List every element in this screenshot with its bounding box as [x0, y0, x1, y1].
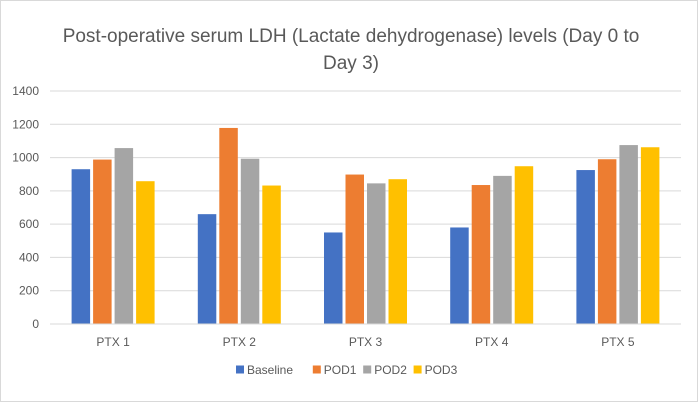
y-tick-label: 400	[19, 250, 39, 264]
bar-pod3-ptx5	[640, 147, 660, 324]
x-tick-label: PTX 3	[349, 335, 383, 349]
bars	[71, 127, 660, 324]
bar-baseline-ptx2	[197, 214, 217, 324]
bar-pod1-ptx4	[471, 185, 491, 324]
gridlines	[50, 90, 681, 292]
bar-baseline-ptx3	[324, 232, 343, 324]
bar-pod2-ptx1	[114, 148, 134, 324]
legend-swatch-pod3	[413, 365, 422, 374]
bar-pod1-ptx2	[219, 127, 238, 324]
bar-pod1-ptx3	[345, 174, 364, 324]
chart-title: Post-operative serum LDH (Lactate dehydr…	[62, 26, 640, 74]
axes: 0 200 400 600 800 1000 1200 1400 PTX 1 PTX 2 PTX 3…	[12, 84, 681, 349]
legend: Baseline POD1 POD2 POD3	[236, 363, 458, 377]
y-tick-label: 600	[19, 217, 39, 231]
bar-pod2-ptx5	[619, 145, 638, 324]
y-tick-label: 1200	[12, 117, 39, 131]
legend-swatch-baseline	[236, 365, 244, 374]
y-tick-label: 1400	[12, 84, 39, 98]
legend-label: POD3	[425, 363, 458, 377]
x-tick-label: PTX 2	[223, 335, 257, 349]
y-tick-label: 0	[32, 317, 39, 331]
bar-pod2-ptx2	[240, 158, 260, 324]
bar-pod1-ptx1	[93, 159, 112, 324]
x-tick-label: PTX 1	[96, 335, 130, 349]
x-tick-label: PTX 5	[601, 335, 635, 349]
bar-pod2-ptx4	[493, 175, 512, 324]
legend-label: POD2	[374, 363, 407, 377]
legend-label: Baseline	[247, 363, 293, 377]
bar-pod2-ptx3	[367, 183, 386, 324]
y-tick-label: 1000	[12, 151, 39, 165]
x-tick-label: PTX 4	[475, 335, 509, 349]
bar-pod3-ptx2	[262, 185, 281, 324]
bar-baseline-ptx4	[450, 227, 469, 324]
bar-pod3-ptx3	[388, 179, 407, 324]
bar-baseline-ptx1	[71, 169, 91, 324]
legend-swatch-pod2	[363, 365, 372, 374]
y-tick-label: 200	[19, 284, 39, 298]
legend-swatch-pod1	[312, 365, 321, 374]
bar-pod1-ptx5	[597, 159, 617, 324]
bar-pod3-ptx1	[136, 181, 155, 324]
legend-label: POD1	[324, 363, 357, 377]
bar-baseline-ptx5	[576, 170, 595, 324]
y-tick-label: 800	[19, 184, 39, 198]
bar-pod3-ptx4	[514, 166, 534, 324]
